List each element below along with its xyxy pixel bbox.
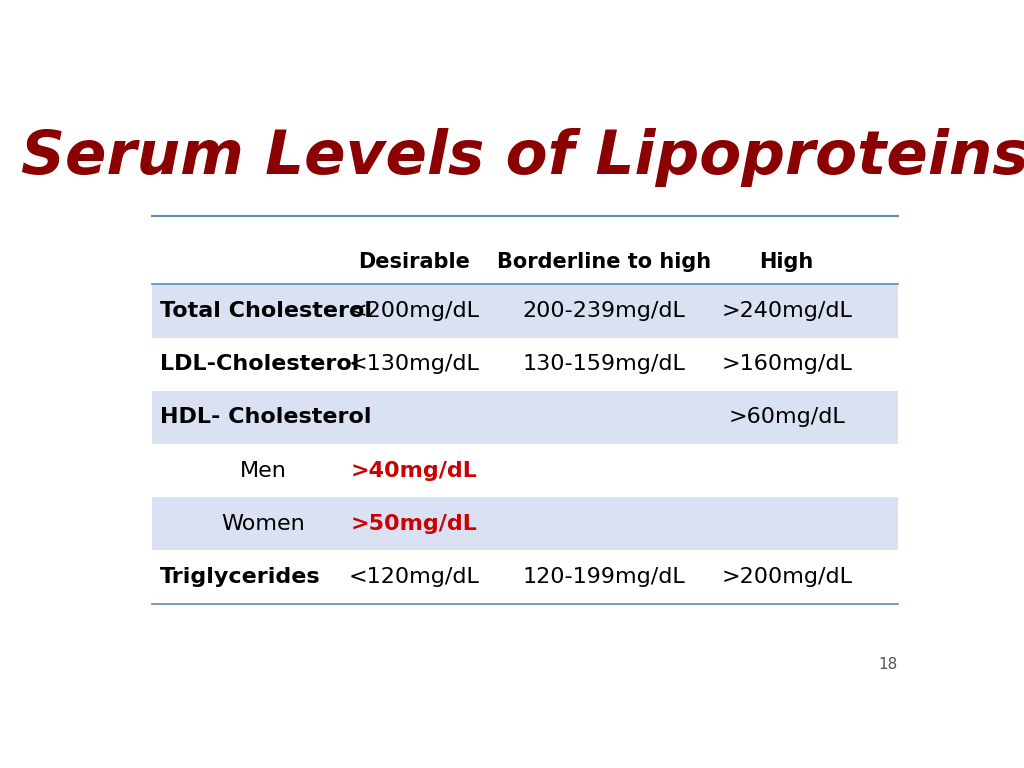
Text: Serum Levels of Lipoproteins: Serum Levels of Lipoproteins: [20, 127, 1024, 187]
Text: >240mg/dL: >240mg/dL: [721, 301, 852, 321]
Text: Borderline to high: Borderline to high: [497, 252, 712, 272]
Text: <120mg/dL: <120mg/dL: [348, 567, 479, 587]
Text: >160mg/dL: >160mg/dL: [721, 354, 852, 374]
FancyBboxPatch shape: [152, 284, 898, 338]
Text: Total Cholesterol: Total Cholesterol: [160, 301, 372, 321]
Text: >40mg/dL: >40mg/dL: [350, 461, 477, 481]
Text: 200-239mg/dL: 200-239mg/dL: [522, 301, 686, 321]
Text: 18: 18: [879, 657, 898, 672]
FancyBboxPatch shape: [152, 497, 898, 551]
Text: >50mg/dL: >50mg/dL: [350, 514, 477, 534]
Text: >200mg/dL: >200mg/dL: [721, 567, 852, 587]
Text: Men: Men: [240, 461, 287, 481]
Text: HDL- Cholesterol: HDL- Cholesterol: [160, 407, 372, 428]
Text: <200mg/dL: <200mg/dL: [348, 301, 479, 321]
Text: LDL-Cholesterol: LDL-Cholesterol: [160, 354, 359, 374]
Text: Triglycerides: Triglycerides: [160, 567, 321, 587]
FancyBboxPatch shape: [152, 391, 898, 444]
Text: Desirable: Desirable: [357, 252, 470, 272]
Text: High: High: [760, 252, 814, 272]
Text: 120-199mg/dL: 120-199mg/dL: [523, 567, 685, 587]
Text: <130mg/dL: <130mg/dL: [348, 354, 479, 374]
Text: 130-159mg/dL: 130-159mg/dL: [522, 354, 686, 374]
Text: >60mg/dL: >60mg/dL: [728, 407, 845, 428]
Text: Women: Women: [221, 514, 305, 534]
